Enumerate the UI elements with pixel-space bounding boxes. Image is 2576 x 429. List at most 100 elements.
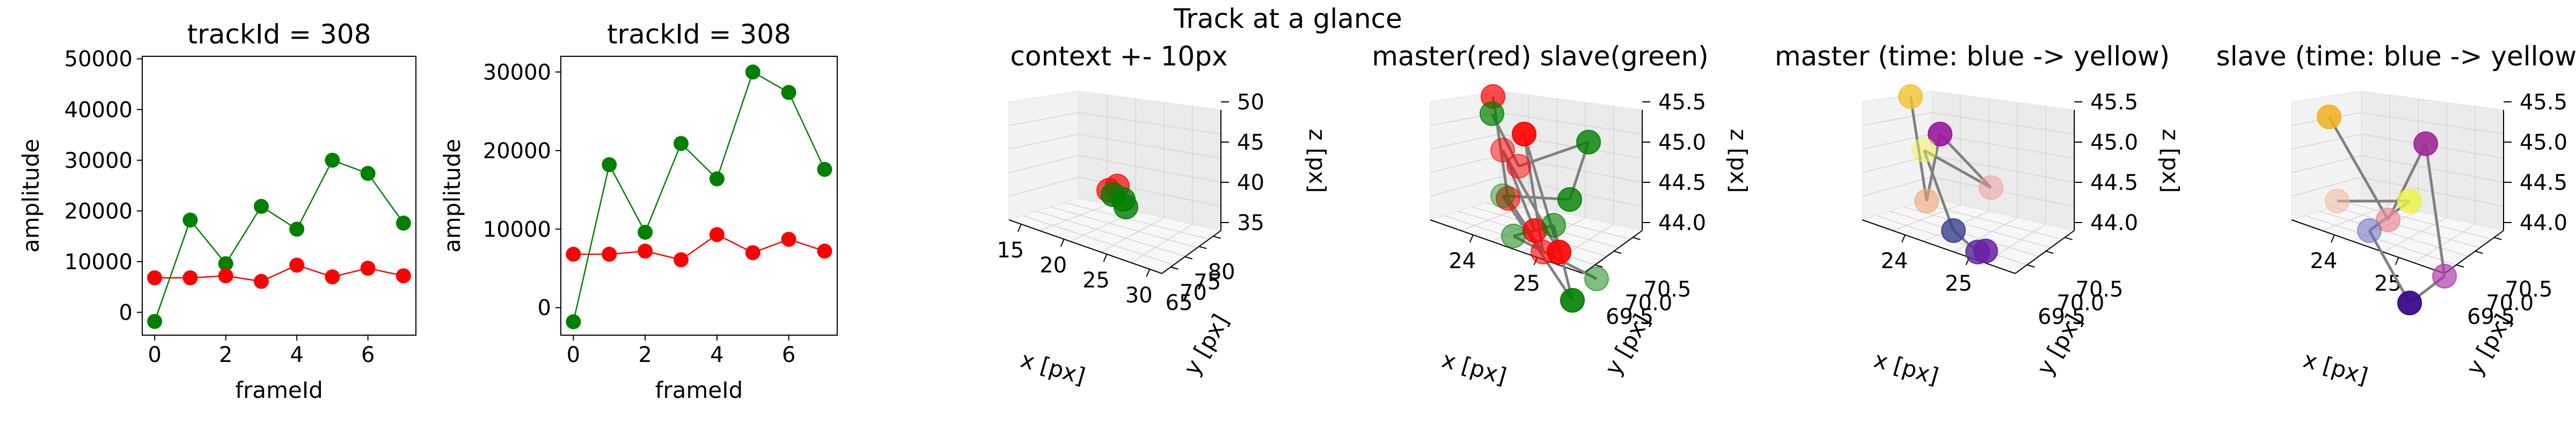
x-axis-label: frameId xyxy=(235,377,323,403)
line-chart-2: trackId = 308 frameId amplitude 0 2 4 6 0 10000 2… xyxy=(439,19,838,403)
y-tick-label: 80 xyxy=(1208,260,1235,284)
data-point xyxy=(396,216,411,231)
grid-line xyxy=(1078,112,1221,135)
trajectory-line xyxy=(2387,143,2427,221)
data-point xyxy=(1490,138,1515,162)
data-point xyxy=(289,221,305,237)
x-tick-mark xyxy=(1469,234,1474,243)
z-tick-label: 45.0 xyxy=(2520,130,2567,155)
y-axis-label: y [px] xyxy=(1179,309,1234,380)
y-tick-label: 0 xyxy=(119,300,133,325)
y-tick-label: 75 xyxy=(1194,270,1221,295)
trajectory-line xyxy=(2328,116,2390,221)
data-point xyxy=(1584,267,1609,291)
y-tick-mark xyxy=(1613,250,1622,254)
data-point xyxy=(1557,187,1582,212)
x-tick-label: 0 xyxy=(148,343,161,367)
grid-line xyxy=(1131,224,1193,263)
y-tick-label: 69.5 xyxy=(2038,305,2085,329)
grid-line xyxy=(2413,224,2476,263)
x-tick-label: 0 xyxy=(567,343,580,367)
z-axis-label: z [px] xyxy=(1725,129,1752,193)
grid-line xyxy=(1918,202,2063,240)
grid-line xyxy=(1931,176,2075,207)
data-point xyxy=(1912,138,1936,162)
figure-suptitle: Track at a glance xyxy=(1173,3,1402,34)
x-tick-label: 24 xyxy=(1448,249,1476,273)
z-tick-label: 45.0 xyxy=(2090,130,2138,155)
x-axis-label: frameId xyxy=(655,377,743,403)
data-point xyxy=(2432,264,2457,289)
x-tick-label: 25 xyxy=(1082,268,1110,293)
data-point xyxy=(709,227,724,242)
x-tick-label: 20 xyxy=(1040,253,1067,278)
z-tick-label: 44.5 xyxy=(2520,171,2567,195)
z-tick-label: 44.5 xyxy=(1658,171,1706,195)
grid-line xyxy=(1430,134,1501,150)
x-tick-label: 4 xyxy=(710,343,723,367)
x-tick-label: 25 xyxy=(1513,271,1540,296)
data-point xyxy=(2376,208,2401,232)
z-tick-label: 44.0 xyxy=(1658,211,1706,235)
trajectory-line xyxy=(1923,149,1992,189)
x-axis-label: x [px] xyxy=(1439,346,1509,390)
data-point xyxy=(566,247,581,262)
data-point xyxy=(2397,291,2422,315)
grid-line xyxy=(1499,112,1643,135)
y-tick-label: 10000 xyxy=(483,217,551,242)
data-point xyxy=(817,243,832,259)
data-point xyxy=(817,161,832,177)
x-tick-label: 2 xyxy=(219,343,232,367)
y-tick-mark xyxy=(1184,256,1193,260)
y-axis-line xyxy=(1583,230,1643,274)
chart-title: slave (time: blue -> yellow) xyxy=(2216,41,2576,72)
x-tick-label: 15 xyxy=(997,238,1024,263)
grid-line xyxy=(1008,134,1079,150)
grid-line xyxy=(2291,176,2362,197)
plot-frame xyxy=(560,56,838,336)
data-point xyxy=(781,85,796,100)
grid-line xyxy=(1862,176,1933,197)
y-tick-label: 30000 xyxy=(483,60,551,85)
x-axis-line xyxy=(1008,219,1162,274)
y-tick-label: 50000 xyxy=(64,47,133,72)
grid-line xyxy=(2291,134,2362,150)
x-axis-label: x [px] xyxy=(2300,346,2370,390)
data-point xyxy=(2413,131,2438,156)
y-tick-mark xyxy=(2045,250,2054,254)
data-point xyxy=(1114,195,1138,219)
data-point xyxy=(1501,224,1526,248)
x-axis-line xyxy=(1430,219,1584,274)
y-tick-label: 70.5 xyxy=(2505,277,2552,302)
y-tick-mark xyxy=(2475,250,2483,254)
data-point xyxy=(745,245,760,261)
x-tick-mark xyxy=(1146,269,1151,277)
x-tick-label: 2 xyxy=(638,343,652,367)
data-point xyxy=(360,166,376,181)
z-tick-label: 44.0 xyxy=(2520,211,2567,235)
z-tick-label: 44.5 xyxy=(2090,171,2138,195)
z-tick-label: 45.0 xyxy=(1658,130,1706,155)
y-axis-line xyxy=(1161,230,1221,274)
x-tick-mark xyxy=(2330,234,2335,243)
y-tick-mark xyxy=(2065,236,2073,240)
data-point xyxy=(602,247,617,262)
z-tick-label: 50 xyxy=(1237,90,1264,115)
data-point xyxy=(1480,101,1504,126)
grid-line xyxy=(1892,204,1961,231)
data-point xyxy=(602,157,617,173)
data-point xyxy=(674,252,689,268)
grid-line xyxy=(1953,217,2018,253)
grid-line xyxy=(1050,206,1198,248)
y-tick-label: 70.5 xyxy=(2075,277,2123,302)
y-tick-mark xyxy=(1633,236,1641,240)
data-point xyxy=(218,268,233,284)
x-tick-label: 25 xyxy=(1945,271,1972,296)
grid-line xyxy=(1036,211,1186,257)
x-tick-mark xyxy=(1901,234,1906,243)
grid-line xyxy=(2333,206,2480,248)
grid-line xyxy=(1100,217,1165,253)
